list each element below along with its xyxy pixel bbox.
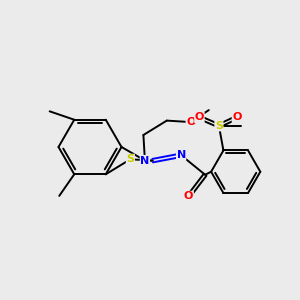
Text: N: N <box>140 155 149 166</box>
Text: O: O <box>184 191 193 201</box>
Text: O: O <box>232 112 242 122</box>
Text: O: O <box>186 117 196 127</box>
Text: O: O <box>195 112 204 122</box>
Text: S: S <box>126 154 134 164</box>
Text: N: N <box>176 150 186 160</box>
Text: S: S <box>215 121 223 131</box>
